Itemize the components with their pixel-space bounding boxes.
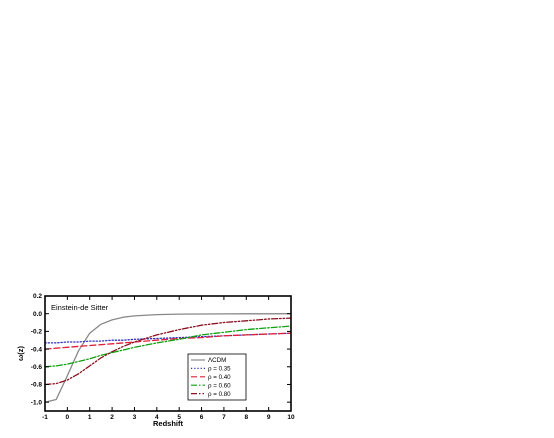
y-tick-label: -0.2: [31, 329, 43, 336]
legend-label-2: ρ = 0.40: [208, 374, 231, 381]
x-tick-label: 8: [244, 414, 248, 421]
legend-label-4: ρ = 0.80: [208, 391, 231, 398]
legend-box: [187, 353, 247, 401]
x-tick-label: 3: [133, 414, 137, 421]
x-tick-label: 10: [287, 414, 295, 421]
y-tick-label: -0.6: [31, 364, 43, 371]
y-axis-label: ω(z): [16, 345, 25, 361]
x-tick-label: 5: [177, 414, 181, 421]
x-axis-label: Redshift: [153, 419, 184, 428]
series-line-2: [44, 332, 292, 350]
chart-annotation: Einstein-de Sitter: [51, 303, 109, 312]
y-tick-label: 0.2: [33, 293, 42, 300]
series-line-3: [44, 325, 292, 368]
y-tick-label: -0.4: [31, 346, 43, 353]
x-tick-label: 2: [110, 414, 114, 421]
x-tick-label: 4: [155, 414, 159, 421]
series-line-4: [44, 317, 292, 386]
y-tick-label: 0.0: [33, 311, 42, 318]
legend-label-1: ρ = 0.35: [208, 366, 231, 373]
x-tick-label: -1: [42, 414, 48, 421]
x-tick-label: 9: [267, 414, 271, 421]
x-tick-label: 1: [88, 414, 92, 421]
y-tick-label: -0.8: [31, 382, 43, 389]
x-tick-label: 6: [200, 414, 204, 421]
plot-layer: [44, 313, 292, 403]
plot-frame: [44, 295, 292, 412]
legend-label-3: ρ = 0.60: [208, 382, 231, 389]
axis-layer: -1 0 1 2 3 4 5 6 7 8 9 10 0.2 0.0 -0.2 -0.4 -0.6 -0.8 -1.0: [31, 293, 295, 421]
legend-label-0: ΛCDM: [208, 357, 226, 364]
x-tick-label: 7: [222, 414, 226, 421]
legend: ΛCDM ρ = 0.35ρ = 0.40ρ = 0.60 ρ = 0.80: [187, 353, 247, 401]
y-tick-label: -1.0: [31, 399, 43, 406]
x-tick-label: 0: [66, 414, 70, 421]
series-line-0: [44, 313, 292, 403]
